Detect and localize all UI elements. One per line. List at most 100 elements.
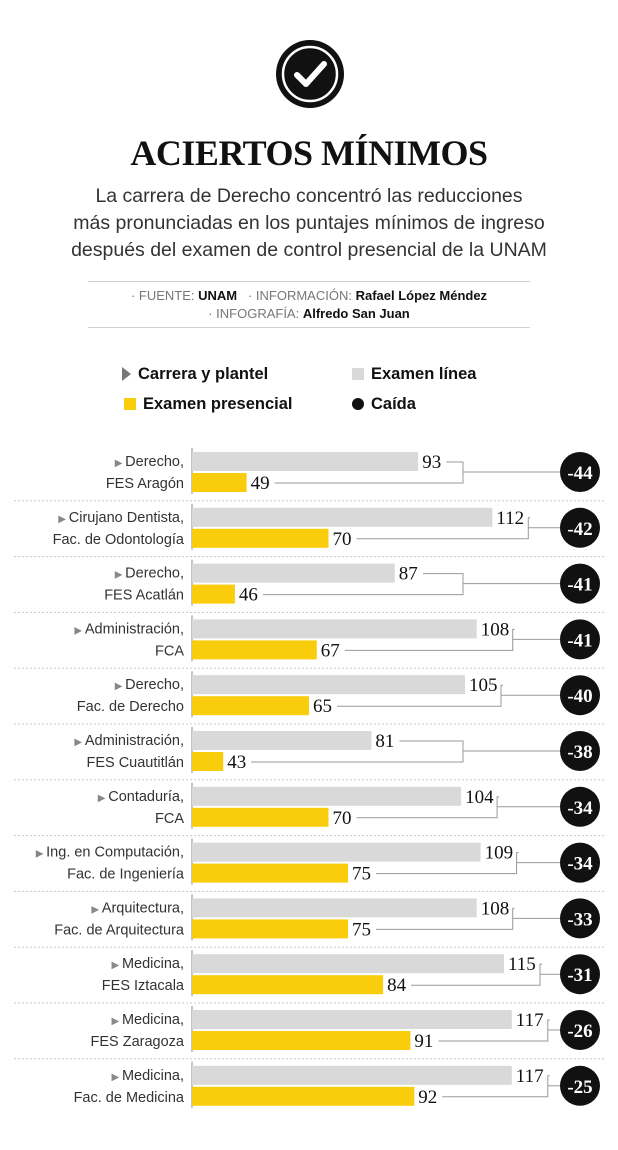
triangle-icon (122, 367, 131, 381)
drop-label: -40 (567, 686, 592, 707)
legend-inperson: Examen presencial (124, 392, 293, 416)
value-label-inperson: 75 (352, 919, 371, 940)
category-sublabel: FES Cuautitlán (86, 755, 184, 771)
value-label-inperson: 46 (239, 585, 258, 606)
value-label-online: 112 (496, 508, 524, 529)
bar-inperson (192, 528, 329, 548)
bar-inperson (192, 919, 348, 939)
source-label: · FUENTE: (130, 288, 195, 303)
bar-inperson (192, 752, 224, 771)
category-label: ▶ Cirujano Dentista, (58, 510, 184, 526)
category-label: ▶ Derecho, (115, 566, 184, 582)
drop-label: -38 (567, 742, 592, 763)
drop-label: -26 (567, 1021, 592, 1042)
value-label-online: 93 (422, 452, 441, 473)
drop-circle (560, 786, 600, 827)
category-sublabel: Fac. de Arquitectura (54, 922, 185, 938)
category-label: ▶ Ing. en Computación, (36, 845, 184, 861)
category-label: ▶ Medicina, (111, 1068, 184, 1084)
bar-online (192, 675, 465, 695)
legend-online: Examen línea (352, 362, 476, 386)
bar-inperson (192, 473, 247, 492)
drop-circle (560, 1010, 600, 1050)
category-sublabel: Fac. de Odontología (53, 532, 185, 548)
bar-online (192, 1010, 512, 1029)
value-label-inperson: 49 (251, 473, 270, 494)
info-value: Rafael López Méndez (355, 288, 488, 303)
graphic-label: · INFOGRAFÍA: (208, 306, 300, 321)
bar-inperson (192, 1031, 411, 1050)
gray-square-icon (352, 368, 364, 380)
value-label-inperson: 43 (227, 752, 246, 773)
value-label-inperson: 91 (414, 1031, 433, 1052)
category-label: ▶ Arquitectura, (91, 900, 184, 916)
subtitle: La carrera de Derecho concentró las redu… (20, 183, 598, 264)
value-label-inperson: 70 (333, 808, 352, 829)
category-label: ▶ Medicina, (111, 956, 184, 972)
bar-inperson (192, 863, 348, 883)
connector-bracket (376, 907, 515, 930)
bar-inperson (192, 975, 384, 995)
value-label-inperson: 70 (333, 529, 352, 550)
category-sublabel: FCA (155, 811, 184, 827)
value-label-inperson: 84 (387, 975, 407, 996)
drop-label: -44 (567, 463, 593, 484)
category-label: ▶ Contaduría, (98, 789, 184, 805)
value-label-online: 117 (516, 1010, 544, 1031)
subtitle-line-3: después del examen de control presencial… (71, 239, 547, 261)
subtitle-line-2: más pronunciadas en los puntajes mínimos… (73, 212, 545, 234)
legend-inperson-label: Examen presencial (143, 394, 293, 413)
drop-circle (560, 619, 600, 660)
graphic-value: Alfredo San Juan (302, 306, 410, 321)
drop-label: -34 (567, 854, 593, 875)
value-label-inperson: 65 (313, 696, 332, 717)
category-sublabel: FES Zaragoza (91, 1034, 185, 1050)
bar-online (192, 954, 504, 974)
connector-bracket (344, 628, 515, 651)
bar-inperson (192, 807, 329, 827)
legend-online-label: Examen línea (371, 364, 477, 383)
bar-online (192, 619, 477, 639)
drop-circle (560, 563, 600, 604)
value-label-online: 81 (375, 731, 394, 752)
bar-online (192, 507, 493, 527)
check-circle-icon (276, 40, 344, 108)
category-label: ▶ Administración, (74, 621, 184, 637)
category-sublabel: FES Iztacala (102, 978, 185, 994)
drop-label: -33 (567, 909, 592, 930)
legend-drop: Caída (352, 392, 416, 416)
value-label-inperson: 92 (418, 1087, 437, 1108)
drop-label: -25 (567, 1077, 592, 1098)
drop-label: -42 (567, 519, 592, 540)
category-label: ▶ Derecho, (115, 677, 184, 693)
connector-bracket (337, 684, 503, 707)
drop-circle (560, 898, 600, 939)
value-label-online: 105 (469, 675, 498, 696)
category-label: ▶ Derecho, (115, 454, 184, 470)
value-label-inperson: 75 (352, 864, 371, 885)
page-title: ACIERTOS MÍNIMOS (130, 133, 488, 173)
bar-online (192, 563, 395, 583)
drop-circle (560, 452, 600, 492)
drop-circle (560, 1065, 600, 1106)
drop-circle (560, 842, 600, 883)
value-label-online: 115 (508, 954, 536, 975)
subtitle-line-1: La carrera de Derecho concentró las redu… (95, 185, 523, 207)
legend-drop-label: Caída (371, 394, 416, 413)
bar-inperson (192, 584, 235, 604)
bar-online (192, 898, 477, 918)
bar-online (192, 1065, 512, 1085)
yellow-square-icon (124, 398, 136, 410)
value-label-online: 109 (485, 843, 513, 864)
value-label-online: 117 (516, 1066, 544, 1087)
value-label-online: 104 (465, 787, 494, 808)
drop-label: -41 (567, 575, 592, 596)
value-label-online: 87 (399, 564, 418, 585)
source-value: UNAM (198, 288, 238, 303)
bar-inperson (192, 1086, 415, 1106)
category-sublabel: FES Aragón (106, 476, 184, 492)
category-sublabel: FCA (155, 643, 184, 659)
legend-career-label: Carrera y plantel (138, 364, 269, 383)
category-sublabel: Fac. de Ingeniería (67, 867, 185, 883)
bar-online (192, 842, 481, 862)
